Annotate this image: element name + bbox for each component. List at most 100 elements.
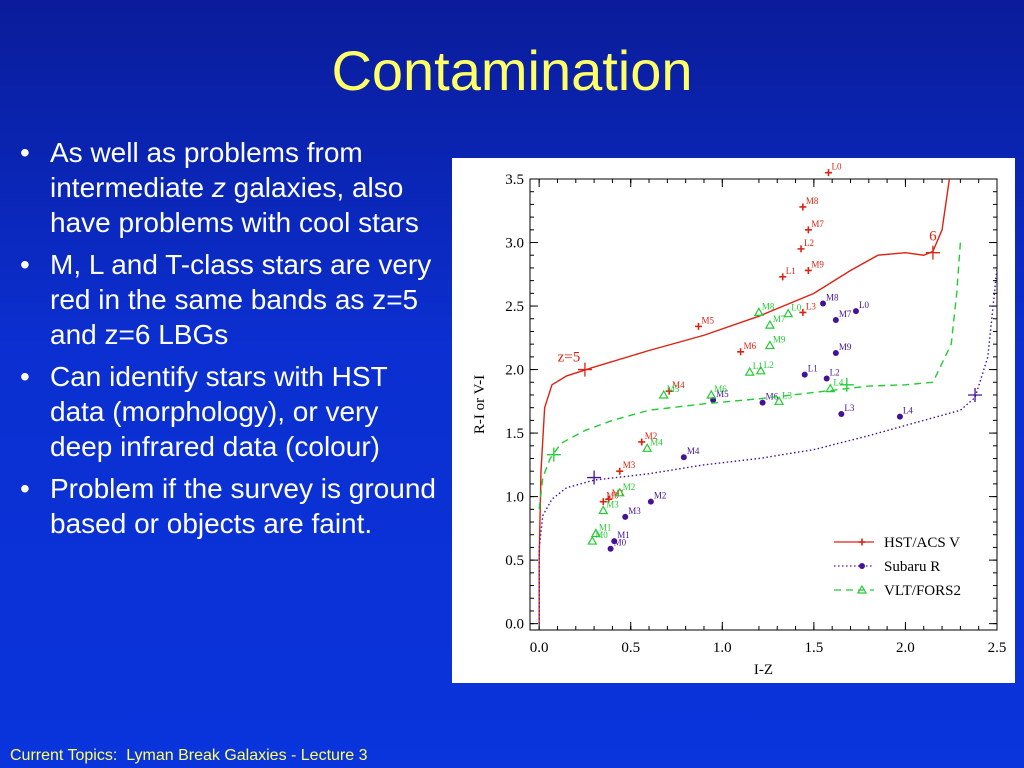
star-point (706, 389, 717, 399)
bullet-emphasis: z (211, 172, 226, 203)
star-point (665, 387, 673, 395)
star-point (658, 389, 669, 399)
star-point (680, 454, 687, 461)
star-type-label: M3 (623, 460, 636, 470)
star-type-label: M6 (714, 384, 727, 394)
star-point (823, 375, 830, 382)
star-point (605, 495, 613, 503)
y-tick-label: 2.5 (505, 299, 524, 315)
star-point (737, 348, 745, 356)
star-type-label: M3 (628, 506, 641, 516)
star-type-label: L3 (782, 390, 792, 400)
star-point (647, 498, 654, 505)
star-type-label: L3 (806, 301, 816, 311)
star-point (797, 245, 805, 253)
track-line-subaru-r (539, 268, 997, 624)
bullet-dot-icon: • (20, 361, 30, 392)
y-tick-label: 1.5 (505, 426, 524, 442)
bullet-dot-icon: • (20, 249, 30, 280)
bullet-text: As well as problems from intermediate (50, 137, 363, 203)
star-point (832, 317, 839, 324)
star-point (896, 413, 903, 420)
x-tick-label: 1.5 (804, 640, 823, 656)
color-color-figure: 0.0 0.5 1.0 1.5 2.0 2.5 0.0 0.5 1.0 1.5 2.0 2.5 3.0 3… (452, 158, 1015, 683)
star-point (616, 467, 624, 475)
y-tick-label: 1.0 (505, 490, 524, 506)
star-point (852, 308, 859, 315)
bullet-list: • As well as problems from intermediate z… (20, 135, 448, 548)
star-type-label: M8 (762, 301, 775, 311)
bullet-item: • As well as problems from intermediate z… (20, 135, 448, 240)
star-type-label: M7 (839, 309, 852, 319)
x-tick-label: 1.0 (713, 640, 732, 656)
star-point (598, 505, 609, 515)
star-point (638, 438, 646, 446)
star-type-label: M2 (623, 482, 636, 492)
star-type-label: M1 (612, 488, 625, 498)
star-type-label: M0 (595, 530, 608, 540)
y-tick-label: 2.0 (505, 363, 524, 379)
redshift-marker (587, 470, 602, 485)
star-type-label: M7 (811, 219, 824, 229)
star-type-label: L0 (791, 303, 801, 313)
star-type-label: M3 (606, 500, 619, 510)
star-type-label: L2 (830, 367, 840, 377)
bullet-text-tail: galaxies, also have problems with cool s… (50, 172, 419, 238)
star-point (838, 411, 845, 418)
star-type-label: M1 (599, 522, 612, 532)
star-point (779, 273, 787, 281)
star-point (694, 322, 702, 330)
star-type-label: M2 (654, 491, 667, 501)
x-tick-label: 2.0 (896, 640, 915, 656)
x-tick-label: 0.5 (621, 640, 640, 656)
star-point (622, 513, 629, 520)
star-type-label: M0 (614, 538, 627, 548)
legend-marker (859, 563, 865, 569)
redshift-label: 6 (929, 229, 937, 245)
star-point (753, 307, 764, 316)
plot-frame (529, 178, 998, 631)
star-point (832, 350, 839, 357)
star-type-label: M6 (744, 341, 757, 351)
redshift-marker (839, 377, 854, 392)
star-type-label: L4 (903, 406, 913, 416)
y-tick-label: 3.0 (505, 236, 524, 252)
star-point (764, 340, 775, 350)
legend-marker (858, 538, 866, 546)
star-type-label: M8 (806, 196, 819, 206)
star-point (799, 308, 807, 316)
star-type-label: M5 (667, 384, 680, 394)
star-type-label: L4 (833, 378, 843, 388)
star-point (607, 545, 614, 552)
redshift-marker (968, 387, 983, 402)
star-point (755, 365, 766, 375)
x-axis-label: I-Z (754, 662, 773, 678)
star-type-label: M9 (839, 342, 852, 352)
bullet-text: Problem if the survey is ground based or… (50, 473, 436, 539)
slide-title: Contamination (331, 39, 693, 102)
star-type-label: M9 (773, 334, 786, 344)
star-point (587, 535, 598, 545)
star-type-label: L1 (753, 361, 763, 371)
star-point (611, 538, 618, 545)
bullet-item: • Problem if the survey is ground based o… (20, 471, 448, 541)
star-type-label: L2 (764, 360, 774, 370)
legend-marker (856, 584, 868, 594)
star-type-label: M5 (701, 315, 714, 325)
star-type-label: L1 (786, 266, 796, 276)
legend-entry: Subaru R (884, 559, 940, 575)
legend-entry: HST/ACS V (884, 535, 960, 551)
star-type-label: L0 (832, 162, 842, 172)
star-type-label: L1 (808, 364, 818, 374)
y-tick-label: 0.5 (505, 553, 524, 569)
star-point (801, 371, 808, 378)
star-type-label: M5 (716, 389, 729, 399)
star-type-label: M1 (617, 530, 630, 540)
track-line-hst-acs-v (539, 179, 949, 624)
bullet-item: • Can identify stars with HST data (morph… (20, 359, 448, 464)
star-point (614, 487, 625, 497)
x-tick-label: 0.0 (530, 640, 549, 656)
bullet-dot-icon: • (20, 473, 30, 504)
star-type-label: M8 (826, 293, 839, 303)
y-axis-label: R-I or V-I (472, 375, 488, 434)
